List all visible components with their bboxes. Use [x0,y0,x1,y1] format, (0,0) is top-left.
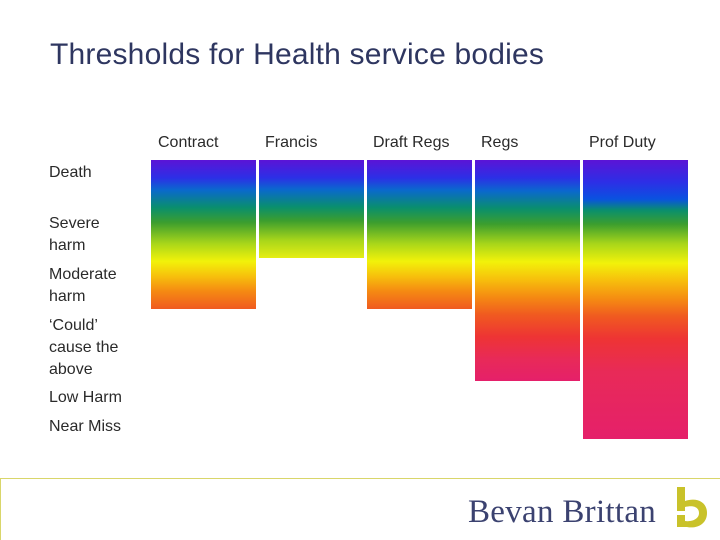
row-label-low-harm: Low Harm [49,389,122,406]
threshold-bar-regs [475,160,580,381]
bevan-brittan-logo-icon [677,487,707,528]
column-label-regs: Regs [481,134,519,151]
threshold-bar-draft-regs [367,160,472,309]
row-label-near-miss: Near Miss [49,418,122,435]
footer-divider-left [0,478,1,540]
row-label-death: Death [49,164,92,181]
slide-title: Thresholds for Health service bodies [50,38,545,71]
brand-logo-text: Bevan Brittan [468,494,657,530]
threshold-bar-francis [259,160,364,258]
threshold-bar-prof-duty [583,160,688,439]
column-label-contract: Contract [158,134,219,151]
column-label-draft-regs: Draft Regs [373,134,450,151]
footer-divider [0,478,720,479]
column-label-prof-duty: Prof Duty [589,134,656,151]
column-label-francis: Francis [265,134,318,151]
threshold-bar-contract [151,160,256,309]
row-label-could-cause: ‘Could’ cause the above [49,317,119,378]
row-label-moderate-harm: Moderate harm [49,266,117,305]
row-label-severe-harm: Severe harm [49,215,100,254]
